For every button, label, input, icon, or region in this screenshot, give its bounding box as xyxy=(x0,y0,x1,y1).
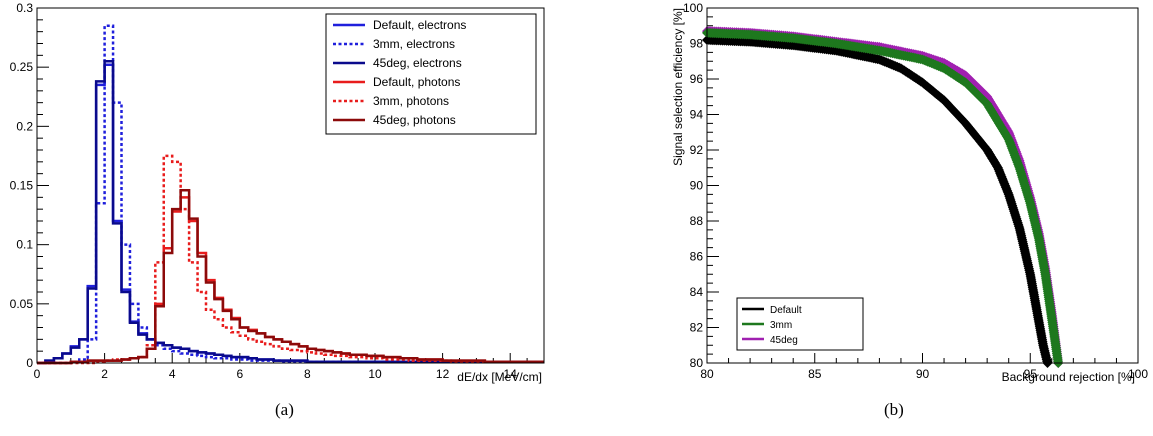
chart-a-tick-labels: 0 2 4 6 8 10 12 14 0 0.05 0.1 0.15 0.2 0.25 0.3 xyxy=(10,1,518,381)
chart-b-x-tick-label: 100 xyxy=(1128,367,1148,381)
chart-b-y-tick-label: 94 xyxy=(690,108,704,122)
chart-a-legend-label: Default, electrons xyxy=(373,18,466,32)
chart-b-y-tick-label: 86 xyxy=(690,250,704,264)
chart-a-dedx-histogram: 0 2 4 6 8 10 12 14 0 0.05 0.1 0.15 0.2 0.25 0.3 Defaul… xyxy=(10,1,545,384)
chart-a-x-tick-label: 14 xyxy=(504,367,518,381)
chart-b-y-tick-label: 90 xyxy=(690,179,704,193)
chart-b-plot-frame xyxy=(706,7,1139,364)
chart-b-x-tick-label: 80 xyxy=(700,367,714,381)
chart-a-legend-label: Default, photons xyxy=(373,75,460,89)
chart-b-legend: Default 3mm 45deg xyxy=(736,297,864,351)
chart-b-series-group xyxy=(702,26,1064,368)
chart-a-legend-box xyxy=(325,13,537,135)
chart-a-series-group xyxy=(37,24,544,365)
chart-b-y-tick-label: 84 xyxy=(690,285,704,299)
chart-a-series-1 xyxy=(37,24,544,365)
chart-a-y-tick-label: 0.05 xyxy=(10,297,34,311)
chart-a-y-tick-label: 0 xyxy=(26,356,33,370)
chart-b-legend-label: Default xyxy=(770,305,802,316)
chart-b-x-tick-label: 95 xyxy=(1024,367,1038,381)
chart-b-y-tick-label: 96 xyxy=(690,72,704,86)
chart-a-x-tick-label: 12 xyxy=(436,367,450,381)
chart-a-x-tick-label: 10 xyxy=(368,367,382,381)
chart-b-legend-label: 3mm xyxy=(770,320,792,331)
chart-a-x-axis-label: dE/dx [MeV/cm] xyxy=(457,370,542,384)
chart-a-legend-label: 3mm, electrons xyxy=(373,37,455,51)
chart-b-x-tick-label: 90 xyxy=(916,367,930,381)
chart-b-y-tick-label: 92 xyxy=(690,143,704,157)
chart-a-legend-label: 45deg, electrons xyxy=(373,56,462,70)
chart-b-y-tick-label: 98 xyxy=(690,37,704,51)
chart-a-plot-frame xyxy=(36,7,545,364)
chart-b-y-tick-label: 80 xyxy=(690,356,704,370)
chart-b-y-tick-label: 88 xyxy=(690,214,704,228)
chart-a-legend-label: 45deg, photons xyxy=(373,113,456,127)
caption-a: (a) xyxy=(275,400,294,419)
caption-b: (b) xyxy=(884,400,904,419)
chart-a-y-tick-label: 0.3 xyxy=(16,1,33,15)
chart-a-x-tick-label: 2 xyxy=(101,367,108,381)
chart-b-roc-curve: 80 85 90 95 100 80 82 84 86 88 90 92 94 96 98 100 Defau… xyxy=(671,1,1148,384)
chart-a-series-2 xyxy=(37,60,544,365)
chart-b-x-tick-label: 85 xyxy=(808,367,822,381)
chart-a-x-tick-label: 6 xyxy=(236,367,243,381)
chart-a-y-tick-label: 0.25 xyxy=(10,60,34,74)
chart-b-legend-label: 45deg xyxy=(770,335,798,346)
chart-a-y-tick-label: 0.15 xyxy=(10,179,34,193)
chart-a-y-tick-label: 0.2 xyxy=(16,119,33,133)
chart-b-tick-labels: 80 85 90 95 100 80 82 84 86 88 90 92 94 96 98 100 xyxy=(683,1,1148,381)
chart-a-x-tick-label: 8 xyxy=(304,367,311,381)
chart-b-series-3mm xyxy=(702,27,1064,368)
chart-b-y-axis-label: Signal selection efficiency [%] xyxy=(671,8,685,166)
chart-b-series-Default xyxy=(702,34,1053,368)
chart-b-y-tick-label: 100 xyxy=(683,1,703,15)
chart-a-legend-label: 3mm, photons xyxy=(373,94,449,108)
chart-a-y-tick-label: 0.1 xyxy=(16,238,33,252)
chart-a-legend: Default, electrons 3mm, electrons 45deg, e… xyxy=(325,13,537,135)
chart-a-series-5 xyxy=(37,188,544,365)
chart-b-y-tick-label: 82 xyxy=(690,321,704,335)
chart-b-x-axis-label: Background rejection [%] xyxy=(1002,370,1135,384)
chart-a-x-tick-label: 4 xyxy=(169,367,176,381)
chart-a-x-tick-label: 0 xyxy=(34,367,41,381)
